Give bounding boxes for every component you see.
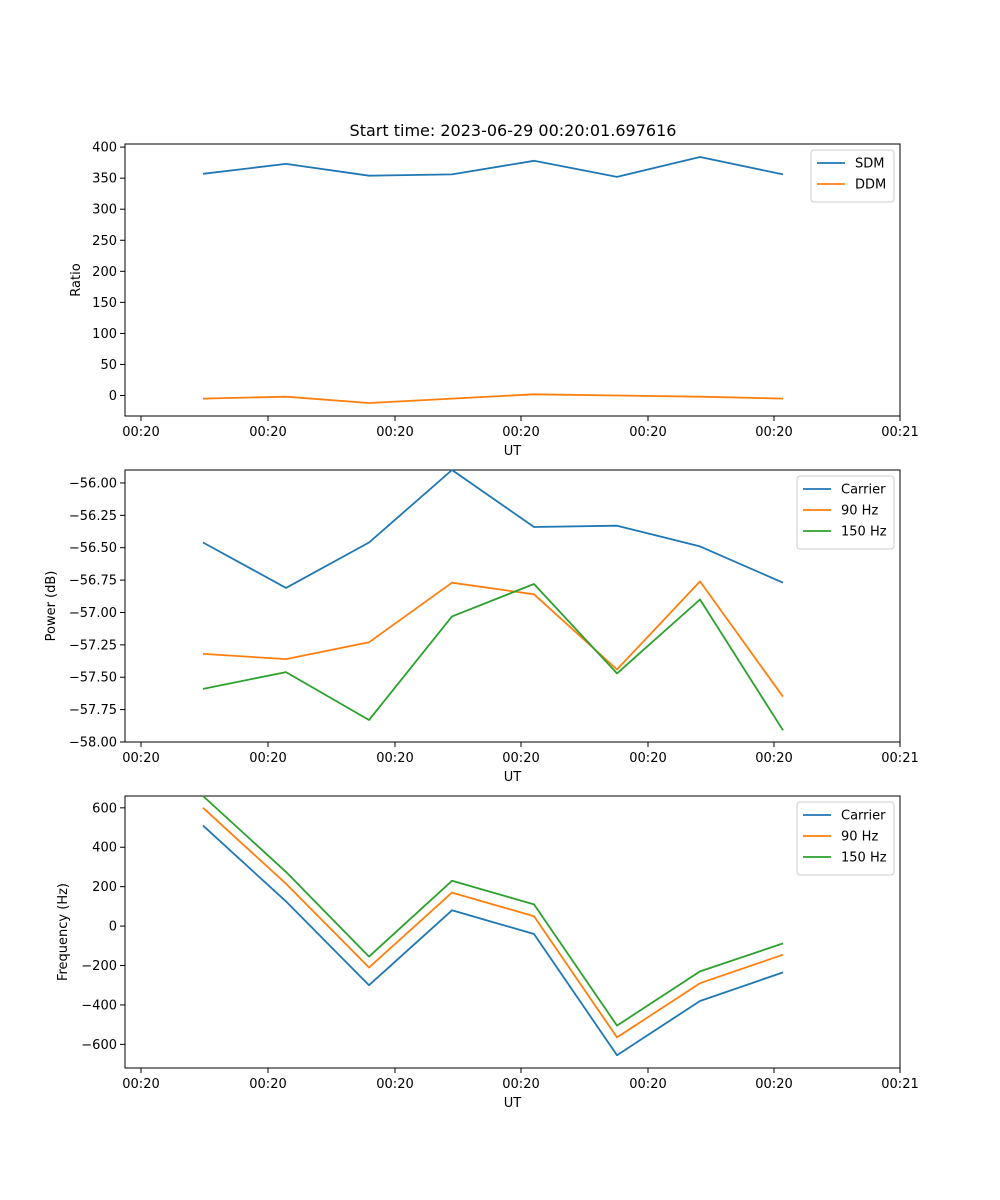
x-tick-label: 00:20 bbox=[502, 425, 539, 440]
y-tick-label: −57.00 bbox=[69, 606, 117, 621]
x-tick-label: 00:20 bbox=[502, 1077, 539, 1092]
x-tick-label: 00:20 bbox=[122, 425, 159, 440]
x-axis-label: UT bbox=[504, 1096, 522, 1111]
y-tick-label: −57.25 bbox=[69, 638, 117, 653]
y-axis-label: Frequency (Hz) bbox=[56, 883, 71, 981]
y-tick-label: −56.50 bbox=[69, 541, 117, 556]
x-tick-label: 00:21 bbox=[881, 751, 918, 766]
x-tick-label: 00:20 bbox=[502, 751, 539, 766]
series-line-ddm bbox=[202, 393, 784, 404]
y-tick-label: 400 bbox=[92, 841, 117, 856]
x-tick-label: 00:20 bbox=[755, 425, 792, 440]
legend-label: DDM bbox=[855, 178, 886, 193]
legend-label: Carrier bbox=[841, 483, 886, 498]
legend-label: 90 Hz bbox=[841, 504, 878, 519]
chart-panel-1: 00:20 00:20 00:20 00:20 00:20 00:20 00:21 0 50 10… bbox=[69, 141, 919, 459]
series-line-90-hz bbox=[202, 807, 784, 1039]
y-axis-label: Power (dB) bbox=[44, 571, 59, 642]
x-tick-label: 00:20 bbox=[249, 425, 286, 440]
y-tick-label: 0 bbox=[109, 389, 117, 404]
x-tick-label: 00:20 bbox=[376, 425, 413, 440]
plot-area-frame bbox=[124, 143, 901, 417]
x-tick-label: 00:20 bbox=[249, 1077, 286, 1092]
legend-label: SDM bbox=[855, 157, 884, 172]
series-line-90-hz bbox=[202, 580, 784, 698]
x-tick-label: 00:20 bbox=[122, 751, 159, 766]
x-tick-label: 00:20 bbox=[249, 751, 286, 766]
y-tick-label: −58.00 bbox=[69, 736, 117, 751]
y-tick-label: −57.50 bbox=[69, 671, 117, 686]
x-tick-label: 00:20 bbox=[376, 1077, 413, 1092]
legend: Carrier 90 Hz 150 Hz bbox=[796, 475, 895, 550]
series-line-carrier bbox=[202, 824, 784, 1057]
x-axis-label: UT bbox=[504, 444, 522, 459]
x-tick-label: 00:20 bbox=[629, 425, 666, 440]
chart-title: Start time: 2023-06-29 00:20:01.697616 bbox=[350, 121, 677, 140]
chart-panels: 00:20 00:20 00:20 00:20 00:20 00:20 00:21 0 50 10… bbox=[44, 141, 919, 1111]
legend: Carrier 90 Hz 150 Hz bbox=[796, 801, 895, 876]
y-tick-label: 600 bbox=[92, 801, 117, 816]
y-tick-label: 0 bbox=[109, 920, 117, 935]
y-tick-label: −56.75 bbox=[69, 574, 117, 589]
y-tick-label: −57.75 bbox=[69, 703, 117, 718]
y-tick-label: 250 bbox=[92, 234, 117, 249]
y-tick-label: 300 bbox=[92, 203, 117, 218]
x-tick-label: 00:20 bbox=[122, 1077, 159, 1092]
chart-panel-2: 00:20 00:20 00:20 00:20 00:20 00:20 00:21 −56.0… bbox=[44, 469, 919, 785]
x-tick-label: 00:21 bbox=[881, 425, 918, 440]
legend-label: 150 Hz bbox=[841, 525, 887, 540]
series-line-carrier bbox=[202, 469, 784, 589]
series-line-150-hz bbox=[202, 795, 784, 1027]
y-tick-label: −56.25 bbox=[69, 509, 117, 524]
series-line-sdm bbox=[202, 156, 784, 178]
y-tick-label: −400 bbox=[81, 998, 117, 1013]
series-line-150-hz bbox=[202, 583, 784, 731]
y-tick-label: −56.00 bbox=[69, 476, 117, 491]
legend-label: 150 Hz bbox=[841, 851, 887, 866]
y-tick-label: 100 bbox=[92, 327, 117, 342]
x-axis-label: UT bbox=[504, 770, 522, 785]
legend: SDM DDM bbox=[810, 149, 895, 203]
y-tick-label: 150 bbox=[92, 296, 117, 311]
plot-area-frame bbox=[124, 795, 901, 1069]
legend-label: Carrier bbox=[841, 809, 886, 824]
x-tick-label: 00:20 bbox=[755, 751, 792, 766]
y-tick-label: 50 bbox=[100, 358, 117, 373]
x-tick-label: 00:20 bbox=[755, 1077, 792, 1092]
y-tick-label: 200 bbox=[92, 265, 117, 280]
y-tick-label: −200 bbox=[81, 959, 117, 974]
y-tick-label: 400 bbox=[92, 141, 117, 156]
x-tick-label: 00:20 bbox=[629, 751, 666, 766]
y-tick-label: −600 bbox=[81, 1038, 117, 1053]
chart-panel-3: 00:20 00:20 00:20 00:20 00:20 00:20 00:21 600 40… bbox=[56, 795, 919, 1111]
plot-area-frame bbox=[124, 469, 901, 743]
x-tick-label: 00:21 bbox=[881, 1077, 918, 1092]
x-tick-label: 00:20 bbox=[376, 751, 413, 766]
y-axis-label: Ratio bbox=[69, 263, 84, 296]
y-tick-label: 350 bbox=[92, 172, 117, 187]
x-tick-label: 00:20 bbox=[629, 1077, 666, 1092]
y-tick-label: 200 bbox=[92, 880, 117, 895]
legend-label: 90 Hz bbox=[841, 830, 878, 845]
